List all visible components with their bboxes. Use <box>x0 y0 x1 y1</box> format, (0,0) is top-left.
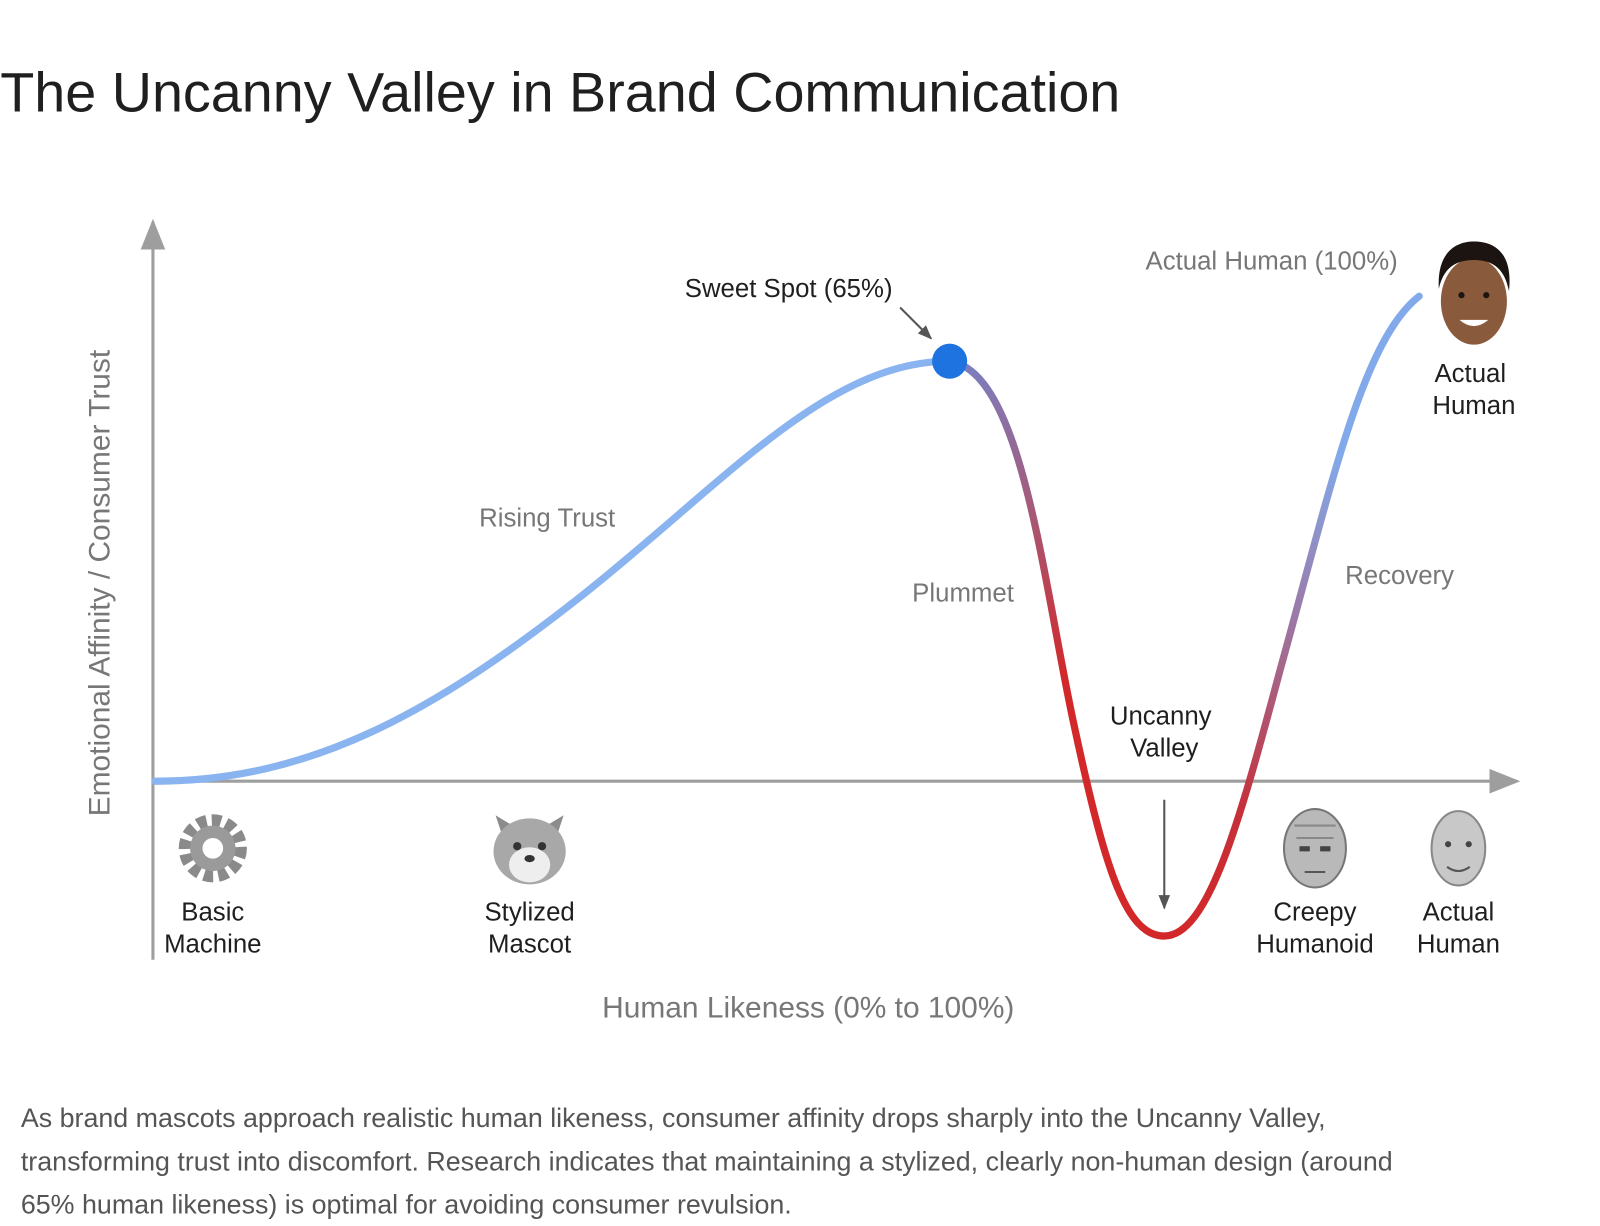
label-line: Humanoid <box>1256 931 1374 959</box>
x-axis-label: Human Likeness (0% to 100%) <box>602 992 1014 1025</box>
curve-recovery <box>1160 292 1423 940</box>
icon-label: Basic Machine <box>164 899 261 959</box>
y-axis-label: Emotional Affinity / Consumer Trust <box>84 349 117 816</box>
caption: As brand mascots approach realistic huma… <box>21 1103 1393 1220</box>
label-line: Creepy <box>1273 899 1356 927</box>
sweet-spot-arrow <box>899 306 933 340</box>
rising-trust-label: Rising Trust <box>479 504 615 532</box>
sweet-spot-dot <box>932 343 968 379</box>
label-line: Actual <box>1423 899 1495 927</box>
actual-human-face-label: Actual Human <box>1432 360 1515 420</box>
label-line: Human <box>1417 931 1500 959</box>
icon-label: Stylized Mascot <box>484 899 574 959</box>
caption-line: 65% human likeness) is optimal for avoid… <box>21 1190 792 1220</box>
caption-line: transforming trust into discomfort. Rese… <box>21 1146 1393 1176</box>
human-icon <box>1430 810 1487 887</box>
humanoid-icon <box>1282 808 1347 889</box>
curve-plummet <box>946 357 1168 940</box>
label-line: Human <box>1432 392 1515 420</box>
label-line: Actual <box>1434 360 1506 388</box>
actual-human-top-label: Actual Human (100%) <box>1146 247 1398 275</box>
label-line: Basic <box>181 899 244 927</box>
icon-labels: Basic Machine Stylized Mascot Creepy Humanoid… <box>164 899 1500 959</box>
human-face-photo <box>1438 241 1510 345</box>
gear-icon <box>178 814 247 883</box>
label-line: Valley <box>1130 734 1198 762</box>
label-line: Stylized <box>484 899 574 927</box>
title: The Uncanny Valley in Brand Communicatio… <box>0 61 1120 123</box>
caption-line: As brand mascots approach realistic huma… <box>21 1103 1326 1133</box>
plummet-label: Plummet <box>912 580 1014 608</box>
uncanny-valley-label: Uncanny Valley <box>1110 702 1219 762</box>
icon-label: Creepy Humanoid <box>1256 899 1374 959</box>
icon-label: Actual Human <box>1417 899 1500 959</box>
recovery-label: Recovery <box>1345 562 1454 590</box>
mascot-icon <box>493 815 566 885</box>
sweet-spot-label: Sweet Spot (65%) <box>685 275 893 303</box>
curve-rise <box>151 357 954 785</box>
label-line: Machine <box>164 931 261 959</box>
label-line: Uncanny <box>1110 702 1212 730</box>
label-line: Mascot <box>488 931 571 959</box>
